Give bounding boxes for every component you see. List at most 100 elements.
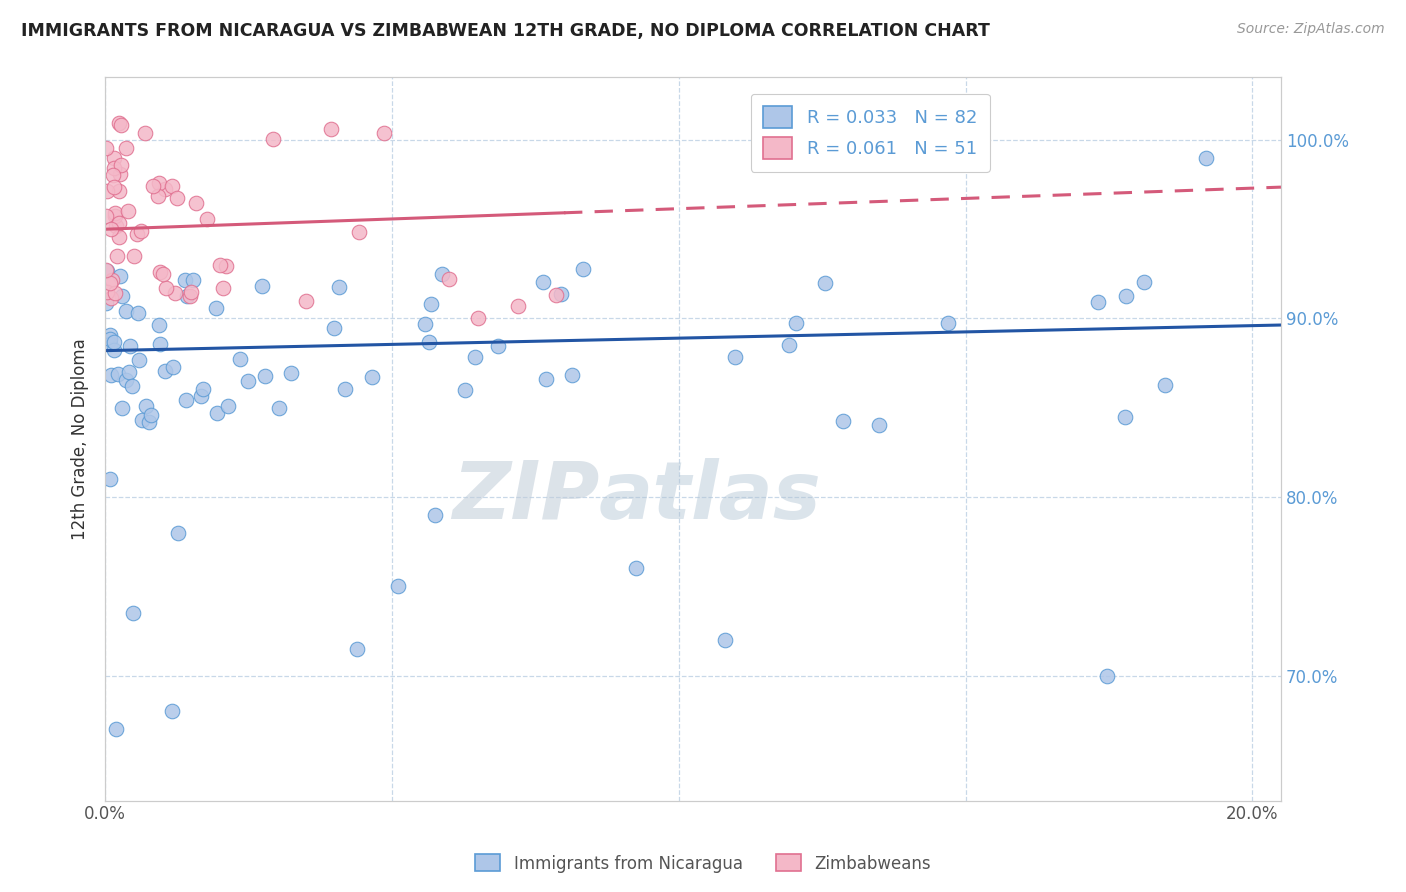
Point [98, 472, 121, 486]
Point [138, 415, 160, 429]
Point [193, 382, 215, 396]
Point [531, 275, 554, 289]
Point [108, 185, 131, 199]
Point [714, 632, 737, 647]
Point [280, 367, 302, 381]
Point [110, 269, 132, 284]
Point [96, 184, 118, 198]
Point [252, 278, 274, 293]
Point [121, 378, 143, 392]
Point [105, 249, 128, 263]
Point [139, 409, 162, 423]
Point [486, 339, 509, 353]
Point [868, 417, 890, 432]
Point [361, 370, 384, 384]
Point [269, 401, 291, 416]
Point [135, 400, 157, 414]
Point [108, 230, 131, 244]
Point [1114, 410, 1136, 425]
Point [723, 350, 745, 364]
Point [420, 297, 443, 311]
Point [432, 267, 454, 281]
Point [108, 116, 131, 130]
Point [111, 401, 134, 415]
Point [118, 339, 141, 353]
Point [96, 264, 118, 278]
Point [464, 350, 486, 364]
Y-axis label: 12th Grade, No Diploma: 12th Grade, No Diploma [72, 338, 89, 540]
Point [117, 203, 139, 218]
Point [131, 413, 153, 427]
Point [103, 180, 125, 194]
Point [335, 382, 357, 396]
Point [103, 343, 125, 357]
Point [229, 351, 252, 366]
Point [104, 206, 127, 220]
Point [96, 285, 118, 300]
Point [467, 311, 489, 326]
Point [180, 285, 202, 299]
Text: IMMIGRANTS FROM NICARAGUA VS ZIMBABWEAN 12TH GRADE, NO DIPLOMA CORRELATION CHART: IMMIGRANTS FROM NICARAGUA VS ZIMBABWEAN … [21, 22, 990, 40]
Point [253, 368, 276, 383]
Point [146, 189, 169, 203]
Point [454, 383, 477, 397]
Point [122, 249, 145, 263]
Point [115, 373, 138, 387]
Point [347, 225, 370, 239]
Point [814, 276, 837, 290]
Point [100, 332, 122, 346]
Point [1095, 668, 1118, 682]
Point [115, 141, 138, 155]
Point [94, 209, 117, 223]
Point [94, 262, 117, 277]
Point [94, 141, 117, 155]
Point [328, 280, 350, 294]
Point [152, 267, 174, 281]
Point [98, 328, 121, 343]
Point [195, 211, 218, 226]
Point [127, 306, 149, 320]
Point [100, 291, 122, 305]
Point [413, 317, 436, 331]
Point [785, 316, 807, 330]
Point [104, 722, 127, 736]
Point [100, 368, 122, 382]
Point [162, 178, 184, 193]
Text: Source: ZipAtlas.com: Source: ZipAtlas.com [1237, 22, 1385, 37]
Point [418, 335, 440, 350]
Point [111, 289, 134, 303]
Point [114, 304, 136, 318]
Text: atlas: atlas [599, 458, 821, 536]
Point [105, 219, 128, 233]
Point [174, 392, 197, 407]
Point [103, 161, 125, 176]
Point [236, 374, 259, 388]
Point [1087, 294, 1109, 309]
Point [211, 281, 233, 295]
Point [148, 176, 170, 190]
Point [118, 366, 141, 380]
Point [215, 259, 238, 273]
Point [162, 360, 184, 375]
Point [129, 224, 152, 238]
Point [373, 126, 395, 140]
Point [98, 276, 121, 290]
Legend: Immigrants from Nicaragua, Zimbabweans: Immigrants from Nicaragua, Zimbabweans [468, 847, 938, 880]
Point [832, 414, 855, 428]
Point [155, 182, 177, 196]
Point [103, 168, 125, 182]
Point [149, 337, 172, 351]
Point [110, 118, 132, 132]
Point [100, 273, 122, 287]
Point [108, 167, 131, 181]
Point [425, 508, 447, 522]
Point [104, 286, 127, 301]
Point [387, 579, 409, 593]
Point [778, 338, 800, 352]
Point [166, 191, 188, 205]
Point [127, 227, 149, 241]
Point [122, 606, 145, 620]
Point [167, 525, 190, 540]
Point [179, 289, 201, 303]
Point [572, 262, 595, 277]
